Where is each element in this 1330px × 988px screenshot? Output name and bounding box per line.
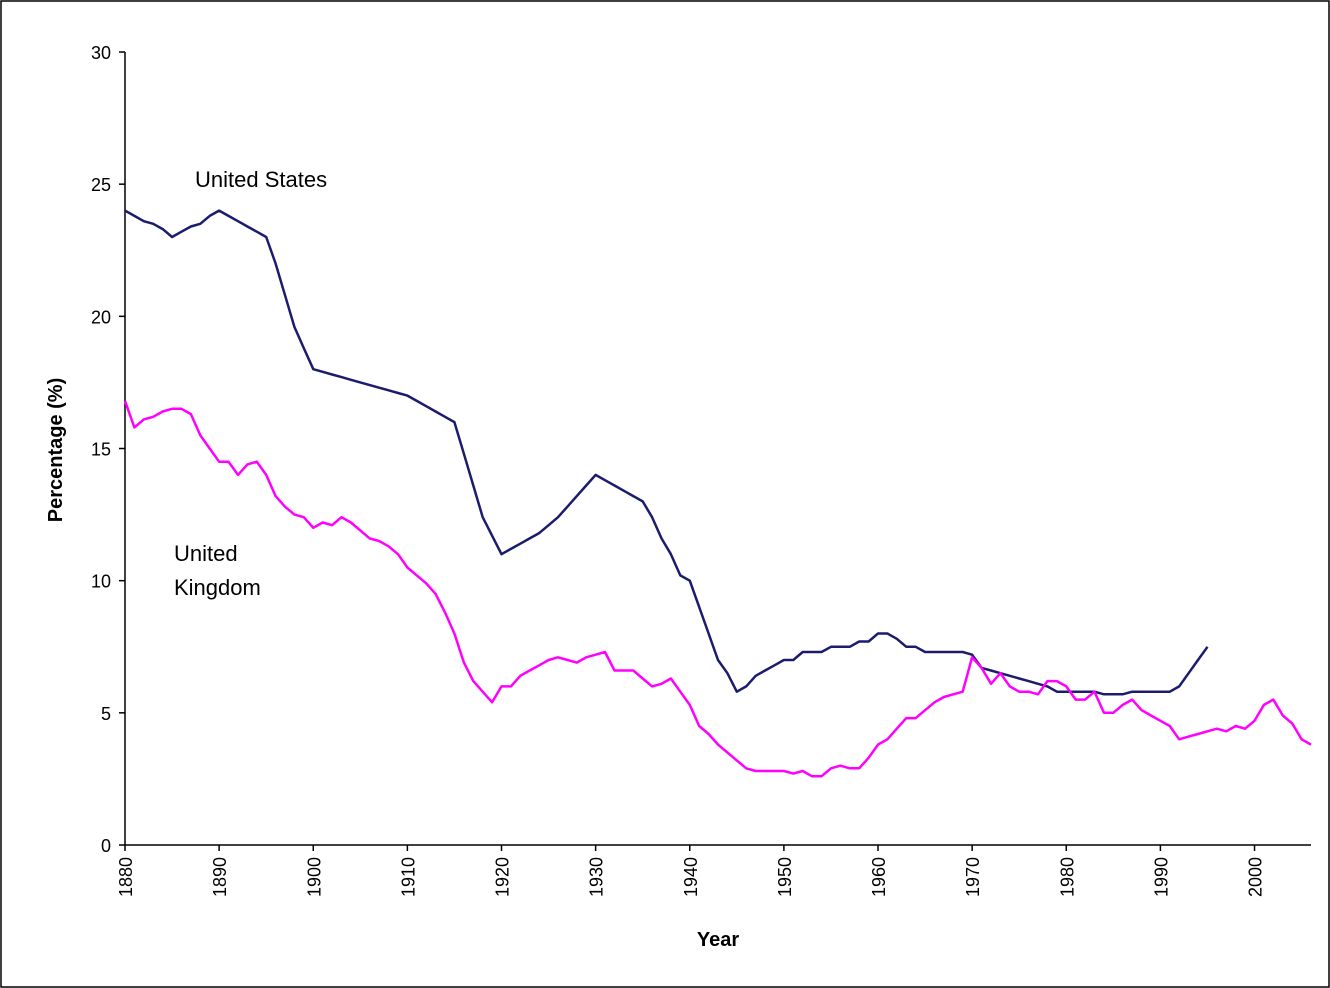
x-tick-label: 1880 — [116, 857, 136, 897]
x-tick-label: 1920 — [493, 857, 513, 897]
x-tick-label: 1940 — [681, 857, 701, 897]
y-tick-label: 0 — [101, 836, 111, 856]
x-axis-title: Year — [697, 929, 739, 951]
y-tick-label: 20 — [91, 307, 111, 327]
x-tick-label: 1930 — [587, 857, 607, 897]
x-tick-label: 1990 — [1151, 857, 1171, 897]
x-tick-label: 2000 — [1246, 857, 1266, 897]
y-tick-label: 15 — [91, 440, 111, 460]
y-tick-label: 10 — [91, 572, 111, 592]
x-tick-label: 1910 — [398, 857, 418, 897]
y-tick-label: 5 — [101, 704, 111, 724]
y-tick-label: 25 — [91, 175, 111, 195]
x-tick-label: 1970 — [963, 857, 983, 897]
x-tick-label: 1900 — [304, 857, 324, 897]
series-line — [123, 400, 1312, 778]
x-tick-label: 1980 — [1057, 857, 1077, 897]
series-line — [124, 209, 1209, 696]
y-tick-label: 30 — [91, 43, 111, 63]
annotation: United States — [195, 167, 327, 192]
y-axis-title: Percentage (%) — [45, 378, 67, 523]
annotation: United — [174, 541, 238, 566]
x-tick-label: 1890 — [210, 857, 230, 897]
x-tick-label: 1960 — [869, 857, 889, 897]
annotation: Kingdom — [174, 575, 261, 600]
x-tick-label: 1950 — [775, 857, 795, 897]
